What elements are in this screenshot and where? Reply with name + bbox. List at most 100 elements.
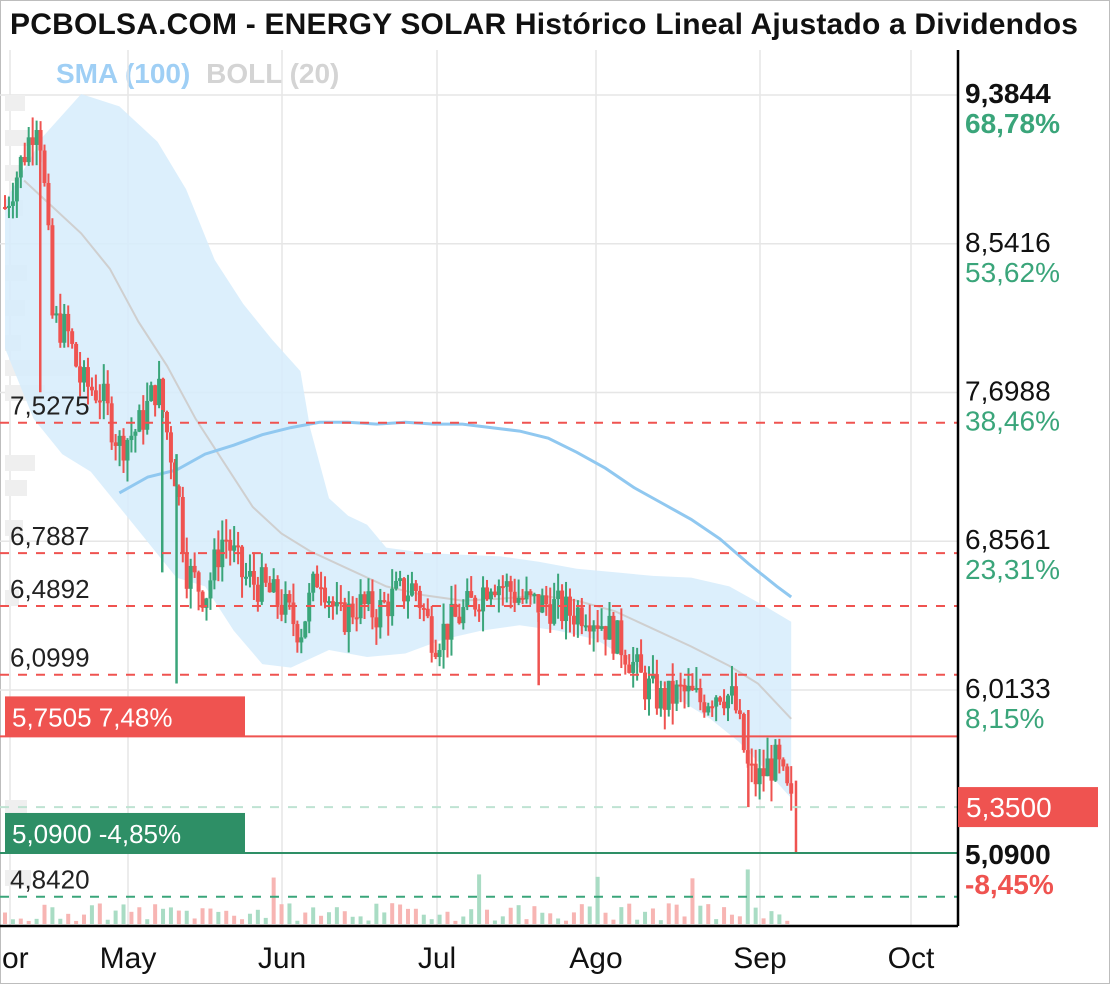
candle-body[interactable] [208, 580, 213, 599]
candle-body[interactable] [777, 744, 782, 760]
candle-body[interactable] [62, 313, 67, 343]
candle-body[interactable] [512, 591, 517, 603]
candle-body[interactable] [6, 205, 11, 208]
candle-body[interactable] [97, 400, 102, 403]
candle-body[interactable] [14, 177, 19, 202]
candle-body[interactable] [70, 331, 75, 344]
candle-body[interactable] [133, 431, 138, 436]
candle-body[interactable] [441, 623, 446, 651]
candle-body[interactable] [488, 591, 493, 600]
candle-body[interactable] [682, 684, 687, 692]
candle-body[interactable] [643, 672, 648, 700]
candle-body[interactable] [532, 594, 537, 597]
candle-body[interactable] [571, 615, 576, 625]
candle-body[interactable] [524, 591, 529, 600]
candle-body[interactable] [366, 591, 371, 604]
candle-body[interactable] [251, 570, 256, 585]
candle-body[interactable] [639, 654, 644, 673]
candle-body[interactable] [105, 383, 110, 404]
candle-body[interactable] [757, 768, 762, 785]
candle-body[interactable] [66, 313, 71, 332]
candle-body[interactable] [769, 758, 774, 781]
candle-body[interactable] [137, 410, 142, 432]
candle-body[interactable] [232, 545, 237, 551]
candle-body[interactable] [315, 573, 320, 588]
candle-body[interactable] [34, 130, 39, 145]
candle-body[interactable] [303, 621, 308, 638]
candle-body[interactable] [354, 617, 359, 620]
candle-body[interactable] [710, 706, 715, 709]
candle-body[interactable] [678, 684, 683, 687]
candle-body[interactable] [789, 783, 794, 794]
candle-body[interactable] [117, 435, 122, 446]
candle-body[interactable] [295, 624, 300, 643]
candle-body[interactable] [350, 603, 355, 618]
candle-body[interactable] [275, 579, 280, 605]
candle-body[interactable] [54, 313, 59, 316]
candle-body[interactable] [619, 620, 624, 656]
candle-body[interactable] [398, 578, 403, 581]
candle-body[interactable] [287, 594, 292, 603]
candle-body[interactable] [492, 591, 497, 596]
candle-body[interactable] [46, 183, 51, 226]
legend-sma[interactable]: SMA (100) [56, 58, 191, 89]
candle-body[interactable] [141, 410, 146, 430]
candle-body[interactable] [429, 616, 434, 653]
candle-body[interactable] [599, 626, 604, 629]
candle-body[interactable] [390, 588, 395, 617]
candle-body[interactable] [469, 591, 474, 598]
candle-body[interactable] [567, 596, 572, 616]
legend-boll[interactable]: BOLL (20) [206, 58, 340, 89]
candle-body[interactable] [417, 590, 422, 608]
candle-body[interactable] [157, 378, 162, 406]
candle-body[interactable] [311, 573, 316, 593]
candle-body[interactable] [338, 602, 343, 605]
candle-body[interactable] [129, 435, 134, 441]
candle-body[interactable] [449, 603, 454, 640]
candle-body[interactable] [726, 695, 731, 709]
candle-body[interactable] [236, 545, 241, 548]
candle-body[interactable] [694, 688, 699, 691]
candle-body[interactable] [615, 620, 620, 654]
candle-body[interactable] [674, 684, 679, 704]
candle-body[interactable] [299, 637, 304, 643]
candle-body[interactable] [342, 602, 347, 633]
candle-body[interactable] [749, 763, 754, 766]
candle-body[interactable] [3, 206, 7, 209]
candle-body[interactable] [741, 713, 746, 751]
candle-body[interactable] [330, 601, 335, 607]
candle-body[interactable] [85, 367, 90, 387]
candle-body[interactable] [255, 584, 260, 602]
candle-body[interactable] [184, 553, 189, 589]
candle-body[interactable] [370, 591, 375, 618]
candle-body[interactable] [445, 623, 450, 640]
candle-body[interactable] [188, 565, 193, 589]
candle-body[interactable] [212, 549, 217, 581]
candle-body[interactable] [168, 432, 173, 463]
candle-body[interactable] [153, 385, 158, 406]
candle-body[interactable] [413, 583, 418, 591]
candle-body[interactable] [196, 572, 201, 592]
candle-body[interactable] [536, 594, 541, 613]
candle-body[interactable] [733, 686, 738, 711]
candle-body[interactable] [591, 625, 596, 632]
candle-body[interactable] [579, 607, 584, 627]
candle-body[interactable] [457, 616, 462, 624]
candle-body[interactable] [583, 625, 588, 628]
candle-body[interactable] [394, 580, 399, 589]
candle-body[interactable] [263, 567, 268, 583]
candle-body[interactable] [259, 567, 264, 602]
candle-body[interactable] [89, 386, 94, 391]
candle-body[interactable] [500, 586, 505, 589]
candle-body[interactable] [785, 766, 790, 784]
candle-body[interactable] [22, 156, 27, 163]
candle-body[interactable] [718, 697, 723, 702]
candle-body[interactable] [113, 442, 118, 446]
candle-body[interactable] [204, 598, 209, 608]
candle-body[interactable] [247, 570, 252, 577]
candle-body[interactable] [607, 615, 612, 640]
candle-body[interactable] [765, 758, 770, 777]
candle-body[interactable] [18, 156, 23, 178]
candle-body[interactable] [528, 591, 533, 596]
